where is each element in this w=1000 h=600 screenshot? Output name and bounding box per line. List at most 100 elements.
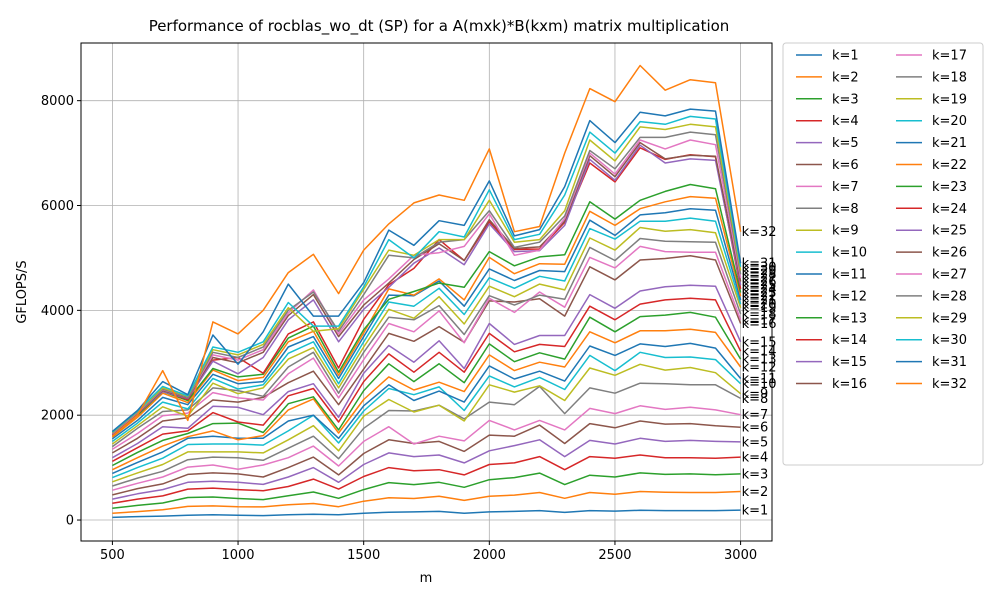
series-end-label: k=21 bbox=[742, 293, 777, 308]
series-end-label: k=25 bbox=[742, 279, 777, 294]
series-end-label: k=6 bbox=[742, 421, 769, 436]
x-axis-ticks: 500 1000 1500 2000 2500 3000 bbox=[100, 541, 757, 563]
series-line-13 bbox=[112, 311, 742, 467]
legend-entry: k=19 bbox=[932, 92, 967, 107]
legend-entry: k=17 bbox=[932, 49, 967, 64]
y-tick-label: 6000 bbox=[41, 199, 74, 214]
legend-entry: k=5 bbox=[832, 136, 859, 151]
plot-frame bbox=[80, 42, 773, 542]
series-end-label: k=7 bbox=[742, 408, 769, 423]
series-line-30 bbox=[111, 115, 742, 433]
series-line-7 bbox=[112, 405, 741, 491]
legend-entry: k=7 bbox=[832, 180, 859, 195]
y-tick-label: 4000 bbox=[41, 304, 74, 319]
series-end-label: k=23 bbox=[742, 286, 777, 301]
legend-entry: k=20 bbox=[932, 114, 967, 129]
series-end-label: k=17 bbox=[742, 313, 777, 328]
legend-entry: k=21 bbox=[932, 136, 967, 151]
chart-title: Performance of rocblas_wo_dt (SP) for a … bbox=[149, 17, 730, 36]
legend-entry: k=1 bbox=[832, 49, 859, 64]
plot-series bbox=[111, 64, 742, 519]
legend-entry: k=12 bbox=[832, 289, 867, 304]
series-end-label: k=28 bbox=[742, 268, 777, 283]
legend-entry: k=11 bbox=[832, 268, 867, 283]
legend-entry: k=2 bbox=[832, 70, 859, 85]
series-end-label: k=13 bbox=[742, 353, 777, 368]
legend-entry: k=15 bbox=[832, 355, 867, 370]
legend-entry: k=29 bbox=[932, 311, 967, 326]
x-tick-label: 2500 bbox=[598, 548, 631, 563]
series-line-3 bbox=[112, 472, 741, 509]
series-line-9 bbox=[112, 363, 742, 483]
legend-entry: k=10 bbox=[832, 246, 867, 261]
series-line-21 bbox=[111, 207, 742, 440]
series-end-label: k=1 bbox=[742, 504, 769, 519]
legend-entry: k=28 bbox=[932, 289, 967, 304]
y-tick-label: 8000 bbox=[41, 94, 74, 109]
legend-entry: k=6 bbox=[832, 158, 859, 173]
series-end-label: k=22 bbox=[742, 290, 777, 305]
series-line-18 bbox=[111, 237, 742, 448]
series-line-2 bbox=[112, 490, 741, 514]
series-line-10 bbox=[112, 351, 742, 479]
legend: k=1 k=2 k=3 k=4 k=5 k=6 k=7 k=8 k=9 k=10 k=11 k=12 k… bbox=[782, 42, 984, 466]
series-end-label: k=31 bbox=[742, 257, 777, 272]
series-line-1 bbox=[112, 509, 741, 519]
series-line-4 bbox=[112, 454, 741, 505]
series-line-16 bbox=[112, 255, 742, 454]
series-end-label: k=5 bbox=[742, 435, 769, 450]
x-axis-label: m bbox=[420, 571, 433, 586]
x-tick-label: 1500 bbox=[347, 548, 380, 563]
series-line-27 bbox=[111, 139, 742, 435]
legend-entry: k=30 bbox=[932, 333, 967, 348]
legend-entry: k=18 bbox=[932, 70, 967, 85]
series-end-label: k=15 bbox=[742, 335, 777, 350]
legend-entry: k=24 bbox=[932, 202, 967, 217]
series-line-26 bbox=[111, 141, 742, 435]
series-line-25 bbox=[111, 144, 742, 436]
legend-entry: k=8 bbox=[832, 202, 859, 217]
legend-entry: k=4 bbox=[832, 114, 859, 129]
series-end-label: k=4 bbox=[742, 451, 769, 466]
x-tick-label: 3000 bbox=[724, 548, 757, 563]
series-end-label: k=29 bbox=[742, 264, 777, 279]
x-tick-label: 1000 bbox=[221, 548, 254, 563]
series-end-label: k=32 bbox=[742, 225, 777, 240]
legend-entry: k=13 bbox=[832, 311, 867, 326]
series-end-label: k=8 bbox=[742, 392, 769, 407]
x-tick-label: 2000 bbox=[473, 548, 506, 563]
series-end-label: k=3 bbox=[742, 467, 769, 482]
series-end-label: k=11 bbox=[742, 372, 777, 387]
grid-lines bbox=[81, 43, 772, 541]
series-line-32 bbox=[111, 64, 742, 437]
series-end-label: k=30 bbox=[742, 260, 777, 275]
series-line-5 bbox=[112, 437, 741, 500]
series-line-31 bbox=[111, 108, 742, 432]
series-end-label: k=26 bbox=[742, 275, 777, 290]
legend-entry: k=22 bbox=[932, 158, 967, 173]
series-end-label: k=14 bbox=[742, 345, 777, 360]
series-end-label: k=27 bbox=[742, 271, 777, 286]
series-line-14 bbox=[112, 297, 742, 462]
series-end-label: k=19 bbox=[742, 301, 777, 316]
y-axis-label: GFLOPS/S bbox=[15, 260, 30, 323]
legend-entry: k=25 bbox=[932, 224, 967, 239]
series-line-19 bbox=[111, 226, 742, 445]
legend-entry: k=31 bbox=[932, 355, 967, 370]
series-end-label: k=9 bbox=[742, 387, 769, 402]
series-end-label: k=16 bbox=[742, 317, 777, 332]
series-end-label: k=24 bbox=[742, 282, 777, 297]
series-end-label: k=18 bbox=[742, 308, 777, 323]
series-line-12 bbox=[112, 328, 742, 471]
series-line-17 bbox=[112, 245, 742, 450]
series-end-labels: k=1k=2k=3k=4k=5k=6k=7k=8k=9k=10k=11k=12k… bbox=[742, 225, 777, 518]
series-end-label: k=2 bbox=[742, 485, 769, 500]
legend-entry: k=9 bbox=[832, 224, 859, 239]
y-tick-label: 0 bbox=[66, 514, 74, 529]
legend-box bbox=[782, 42, 984, 466]
legend-entry: k=3 bbox=[832, 92, 859, 107]
series-line-20 bbox=[111, 217, 742, 443]
series-end-label: k=10 bbox=[742, 377, 777, 392]
series-line-29 bbox=[111, 123, 742, 434]
